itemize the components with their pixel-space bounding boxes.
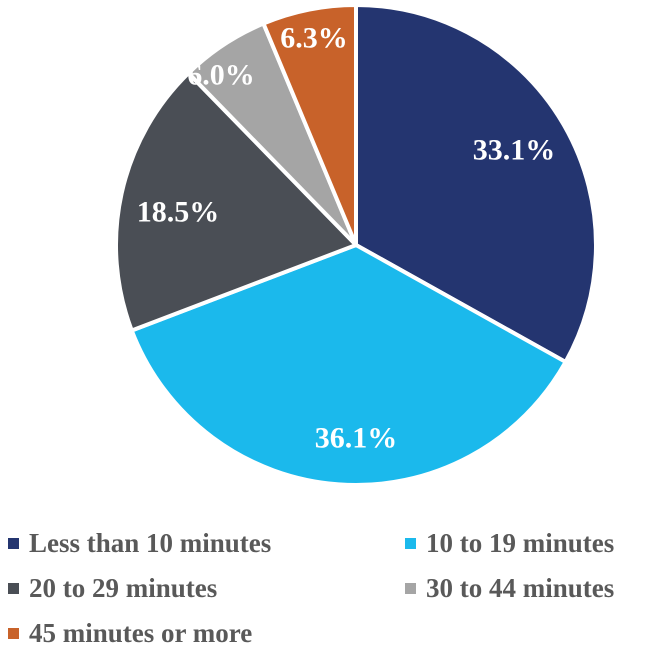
slice-data-label-4: 6.3% — [280, 22, 348, 55]
legend-label: 45 minutes or more — [29, 618, 253, 648]
legend-label: 10 to 19 minutes — [426, 528, 615, 558]
pie-slice-4 — [261, 3, 358, 247]
legend-swatch — [8, 538, 19, 549]
legend-swatch — [405, 538, 416, 549]
slice-data-label-3: 6.0% — [187, 59, 255, 92]
legend-swatch — [405, 583, 416, 594]
legend-item-less-than-10: Less than 10 minutes — [8, 528, 271, 559]
pie-slice-1 — [129, 243, 568, 487]
legend-swatch — [8, 583, 19, 594]
pie-chart: 33.1% 36.1% 18.5% 6.0% 6.3% — [114, 3, 598, 487]
legend-item-10-to-19: 10 to 19 minutes — [405, 528, 614, 559]
legend-item-20-to-29: 20 to 29 minutes — [8, 573, 217, 604]
legend-label: 20 to 29 minutes — [29, 573, 218, 603]
legend-item-30-to-44: 30 to 44 minutes — [405, 573, 614, 604]
legend-item-45-or-more: 45 minutes or more — [8, 618, 252, 649]
slice-data-label-1: 36.1% — [315, 422, 398, 455]
pie-slice-2 — [114, 71, 358, 333]
legend-label: Less than 10 minutes — [29, 528, 272, 558]
pie-slice-0 — [354, 3, 598, 364]
legend-label: 30 to 44 minutes — [426, 573, 615, 603]
legend-swatch — [8, 628, 19, 639]
slice-data-label-0: 33.1% — [473, 134, 556, 167]
slice-data-label-2: 18.5% — [137, 196, 220, 229]
